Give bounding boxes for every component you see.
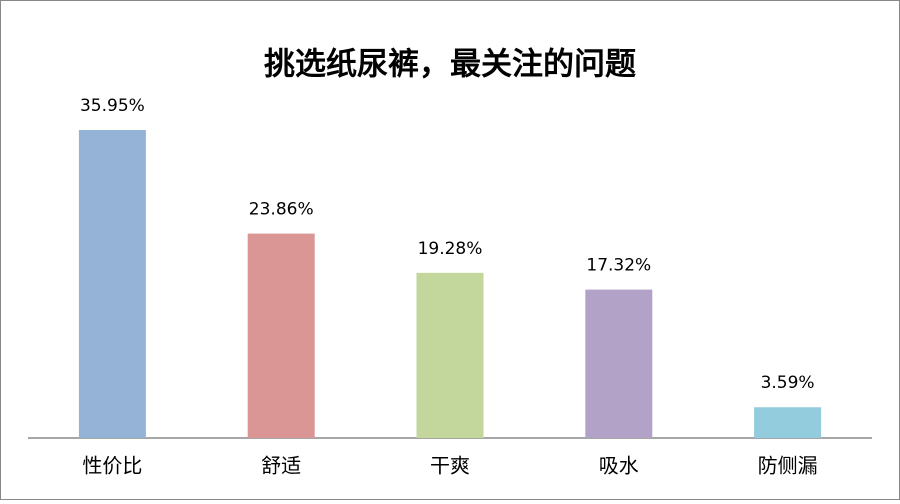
chart-title: 挑选纸尿裤，最关注的问题 (264, 47, 636, 83)
x-tick-label: 防侧漏 (758, 454, 818, 478)
data-label: 19.28% (418, 239, 483, 259)
data-label: 17.32% (586, 256, 651, 276)
x-tick-label: 性价比 (82, 454, 142, 478)
bar (754, 407, 822, 438)
data-label: 23.86% (249, 200, 314, 220)
bar (247, 233, 315, 438)
data-label: 3.59% (761, 373, 815, 393)
bar (585, 289, 653, 438)
x-tick-label: 吸水 (599, 454, 639, 478)
x-tick-label: 干爽 (430, 454, 470, 478)
bar (78, 130, 146, 438)
x-tick-label: 舒适 (261, 454, 301, 478)
bar (416, 272, 484, 438)
data-label: 35.95% (80, 96, 145, 116)
